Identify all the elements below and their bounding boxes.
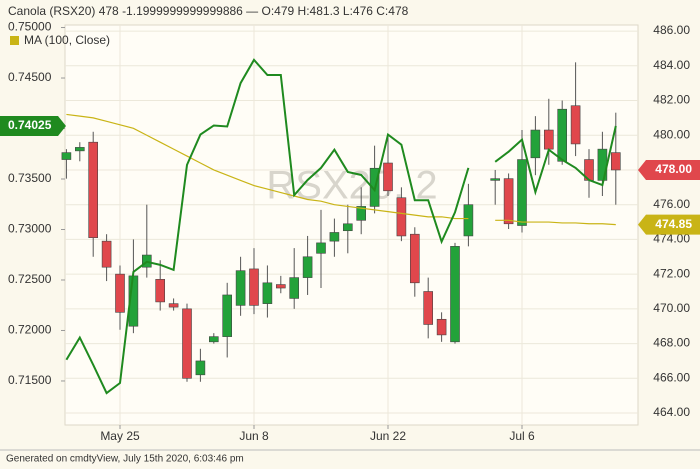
y-tick-label: 0.72500 (8, 272, 52, 286)
price-tag (0, 115, 66, 136)
chart-title: Canola (RSX20) 478 -1.1999999999999886 —… (8, 4, 409, 18)
y2-tick-label: 484.00 (653, 58, 690, 72)
candle-body (262, 282, 273, 304)
candle-body (88, 141, 98, 238)
candle-body (356, 206, 367, 221)
y2-tick-label: 464.00 (653, 405, 690, 419)
candle-body (275, 284, 286, 289)
candle-body (463, 204, 474, 237)
candle-body (235, 270, 246, 306)
price-tag (638, 159, 700, 180)
x-tick-label: May 25 (100, 429, 140, 443)
y2-tick-label: 482.00 (653, 93, 690, 107)
candle-body (115, 273, 125, 313)
line (66, 113, 616, 226)
candle-body (75, 147, 85, 152)
candle-body (101, 240, 112, 268)
candle-body (557, 108, 568, 162)
price-tag-label: 0.74025 (8, 118, 52, 132)
candle-body (610, 152, 621, 171)
legend-swatch (10, 36, 19, 45)
footer: Generated on cmdtyView, July 15th 2020, … (6, 454, 244, 465)
price-tag-label: 474.85 (655, 217, 692, 231)
candle-body (597, 148, 608, 181)
watermark: RSX20, 2 (266, 164, 437, 208)
y2-tick-label: 470.00 (653, 301, 690, 315)
y-tick-label: 0.73500 (8, 171, 52, 185)
x-tick-label: Jun 22 (370, 429, 406, 443)
y2-tick-label: 468.00 (653, 336, 690, 350)
candle-body (490, 178, 501, 181)
x-tick-label: Jun 8 (239, 429, 269, 443)
candle-body (543, 129, 554, 150)
candle-body (61, 152, 72, 160)
y2-tick-label: 466.00 (653, 370, 690, 384)
y-tick-label: 0.72000 (8, 323, 52, 337)
y2-tick-label: 486.00 (653, 23, 690, 37)
y2-tick-label: 480.00 (653, 127, 690, 141)
candle-body (436, 318, 447, 336)
y-tick-label: 0.75000 (8, 20, 52, 34)
candle-body (396, 197, 407, 237)
candle-body (450, 246, 460, 343)
legend-label: MA (100, Close) (24, 33, 110, 47)
y2-tick-label: 476.00 (653, 197, 690, 211)
candle-body (530, 129, 541, 159)
candle-body (302, 256, 313, 278)
y-tick-label: 0.74500 (8, 70, 52, 84)
candle-body (195, 360, 206, 376)
candle-body (503, 178, 514, 225)
candle-body (383, 162, 393, 192)
candle-body (570, 105, 581, 145)
price-tag-label: 478.00 (655, 162, 692, 176)
candle-body (155, 279, 165, 303)
candle-body (409, 233, 420, 284)
candle-body (168, 303, 179, 308)
candle-body (423, 291, 434, 325)
line (65, 58, 617, 395)
candle-body (316, 242, 326, 254)
candle-body (289, 277, 300, 299)
price-tag (638, 214, 700, 235)
y-tick-label: 0.71500 (8, 373, 52, 387)
candle-body (249, 268, 259, 306)
candle-body (517, 159, 527, 226)
candle-body (329, 232, 340, 242)
candle-body (209, 336, 219, 343)
y2-tick-label: 474.00 (653, 232, 690, 246)
candle-body (222, 294, 232, 337)
candle-body (342, 223, 353, 232)
y-tick-label: 0.73000 (8, 222, 52, 236)
x-tick-label: Jul 6 (509, 429, 535, 443)
candle-body (182, 308, 192, 379)
y2-tick-label: 472.00 (653, 266, 690, 280)
